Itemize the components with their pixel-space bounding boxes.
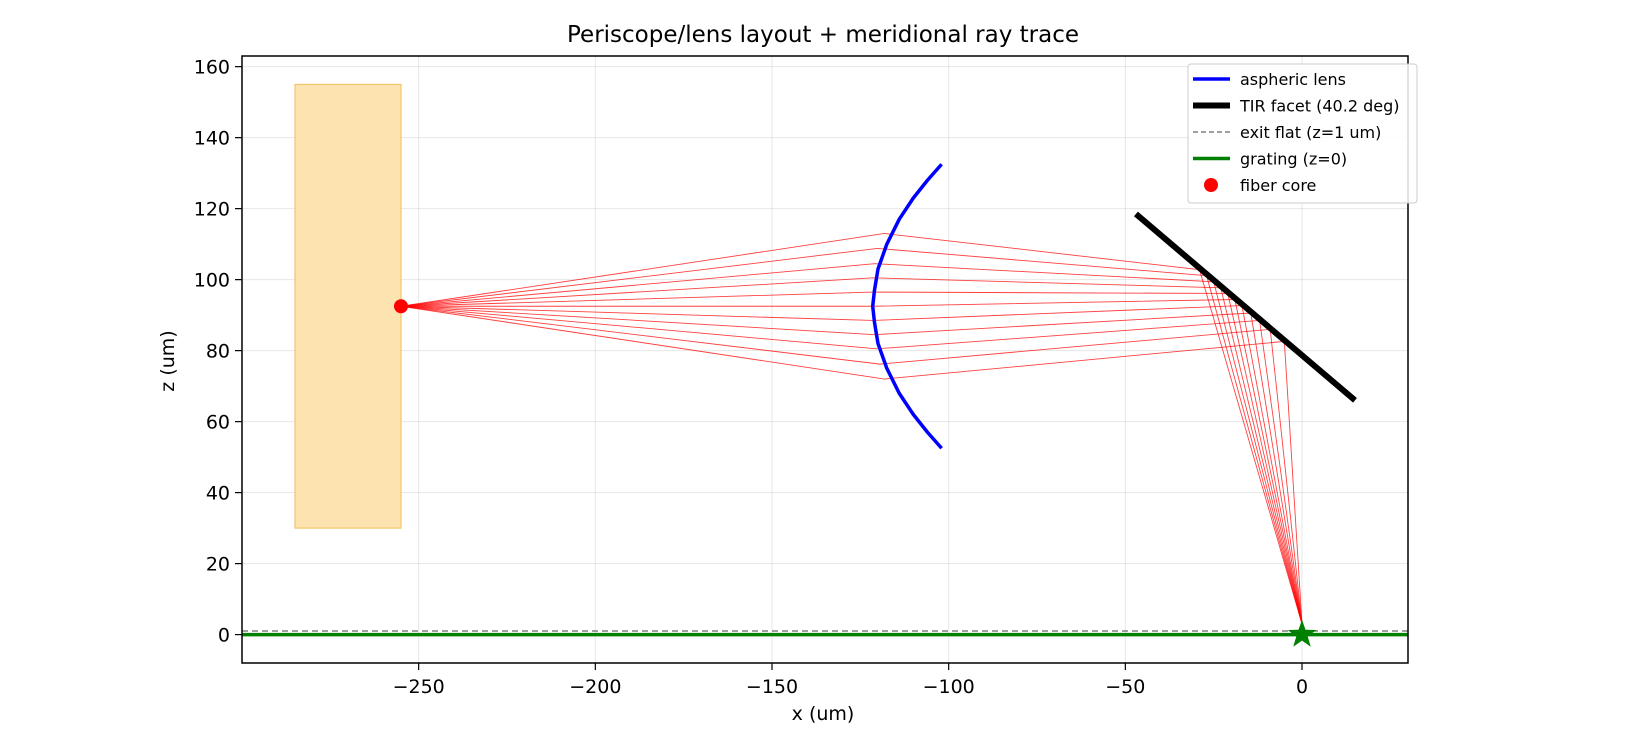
y-tick-label: 60 [206, 412, 230, 434]
legend-entry-aspheric-lens: aspheric lens [1193, 70, 1346, 89]
legend-swatch [1204, 178, 1218, 192]
y-tick-label: 20 [206, 554, 230, 576]
plot-area [242, 83, 1408, 637]
ray-path [400, 233, 1303, 625]
fiber-core-marker [394, 299, 408, 314]
fiber-block [294, 83, 402, 529]
plot-frame [241, 55, 1409, 664]
legend-box [1187, 63, 1418, 204]
ray-path [400, 305, 1303, 625]
legend-label: fiber core [1240, 176, 1316, 195]
x-tick-label: 0 [1296, 676, 1308, 698]
tir-facet-line [1133, 211, 1357, 403]
legend-label: TIR facet (40.2 deg) [1239, 97, 1399, 116]
x-tick-label: −50 [1105, 676, 1145, 698]
axis-ticks: −250 −200 −150 −100 −50 0 0 20 40 60 80 100 120 140 16… [194, 57, 1308, 698]
x-tick-label: −100 [923, 676, 975, 698]
legend-entry-grating: grating (z=0) [1193, 150, 1347, 169]
ray-path [400, 247, 1303, 625]
ray-path [400, 305, 1303, 625]
legend-label: exit flat (z=1 um) [1240, 123, 1381, 142]
ray-path [400, 291, 1303, 625]
ray-path [400, 263, 1303, 625]
y-tick-label: 120 [194, 199, 230, 221]
y-axis-label: z (um) [157, 330, 179, 391]
ray-path [400, 305, 1303, 625]
legend-entry-fiber-core: fiber core [1204, 176, 1316, 195]
y-tick-label: 160 [194, 57, 230, 79]
y-tick-label: 80 [206, 341, 230, 363]
focus-star-marker [1287, 619, 1317, 647]
y-tick-label: 40 [206, 483, 230, 505]
y-tick-label: 140 [194, 128, 230, 150]
aspheric-lens-curve [870, 163, 943, 450]
y-tick-label: 0 [218, 625, 230, 647]
legend: aspheric lens TIR facet (40.2 deg) exit fl… [1187, 63, 1418, 204]
ray-path [401, 299, 1303, 625]
x-axis-label: x (um) [792, 703, 855, 725]
ray-path [400, 305, 1303, 625]
x-tick-label: −250 [393, 676, 445, 698]
legend-entry-exit-flat: exit flat (z=1 um) [1193, 123, 1381, 142]
y-tick-label: 100 [194, 270, 230, 292]
x-tick-label: −150 [746, 676, 798, 698]
chart-title: Periscope/lens layout + meridional ray t… [567, 22, 1079, 48]
x-tick-label: −200 [569, 676, 621, 698]
legend-label: grating (z=0) [1240, 150, 1347, 169]
ray-path [400, 277, 1303, 625]
legend-label: aspheric lens [1240, 70, 1346, 89]
legend-entry-tir-facet: TIR facet (40.2 deg) [1193, 97, 1399, 116]
ray-path [400, 305, 1303, 624]
